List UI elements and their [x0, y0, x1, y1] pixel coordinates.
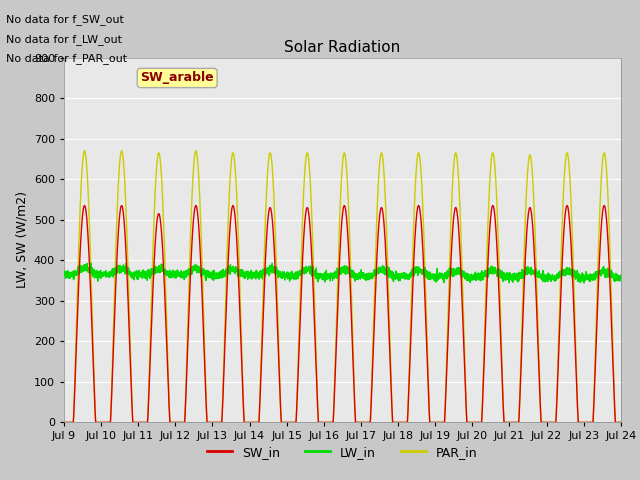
Text: No data for f_LW_out: No data for f_LW_out	[6, 34, 122, 45]
Legend: SW_in, LW_in, PAR_in: SW_in, LW_in, PAR_in	[202, 441, 483, 464]
Title: Solar Radiation: Solar Radiation	[284, 40, 401, 55]
Y-axis label: LW, SW (W/m2): LW, SW (W/m2)	[15, 192, 28, 288]
Text: No data for f_PAR_out: No data for f_PAR_out	[6, 53, 127, 64]
Text: No data for f_SW_out: No data for f_SW_out	[6, 14, 124, 25]
Text: SW_arable: SW_arable	[140, 72, 214, 84]
